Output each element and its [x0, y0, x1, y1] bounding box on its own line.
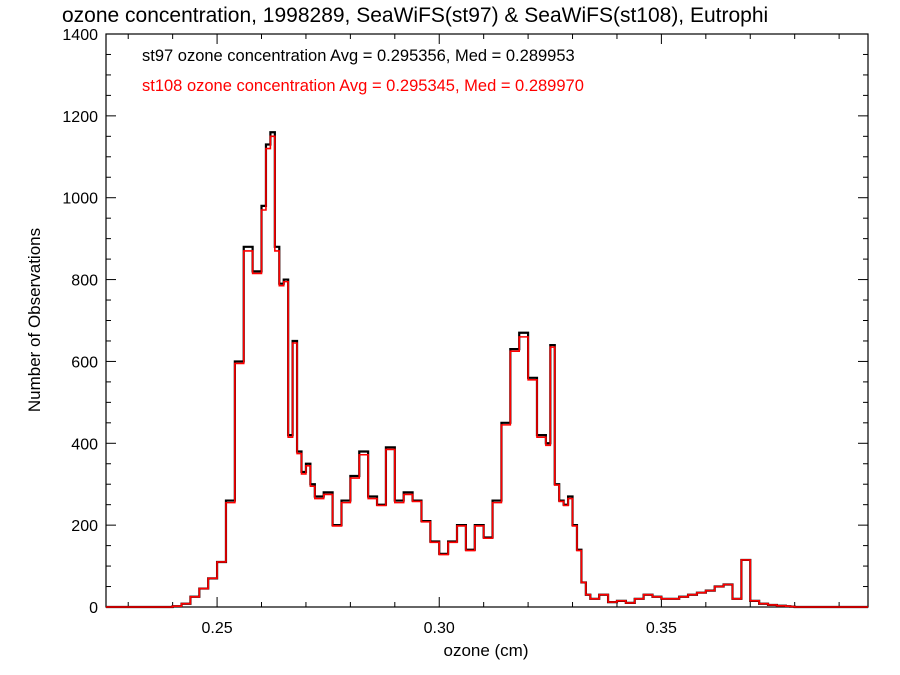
y-tick-label: 0 [89, 600, 98, 617]
plot-frame [105, 33, 869, 608]
y-tick-label: 1200 [62, 109, 98, 126]
series-0-line [106, 131, 868, 609]
x-tick-label: 0.25 [202, 620, 233, 637]
series-layer [106, 131, 868, 609]
x-tick-label: 0.35 [646, 620, 677, 637]
chart-title: ozone concentration, 1998289, SeaWiFS(st… [62, 4, 769, 27]
x-axis-label: ozone (cm) [443, 641, 528, 660]
tick-labels: 0.25 0.30 0.35 0 200 400 600 800 1000 1200 1400 [62, 27, 677, 637]
x-tick-label: 0.30 [424, 620, 455, 637]
annotation-st108: st108 ozone concentration Avg = 0.295345… [142, 77, 584, 95]
y-tick-label: 600 [71, 354, 98, 371]
y-tick-label: 200 [71, 518, 98, 535]
y-axis-label: Number of Observations [25, 228, 44, 412]
y-tick-label: 800 [71, 273, 98, 290]
y-tick-label: 1000 [62, 191, 98, 208]
y-tick-label: 400 [71, 436, 98, 453]
axis-ticks [106, 33, 868, 608]
y-tick-label: 1400 [62, 27, 98, 44]
annotation-st97: st97 ozone concentration Avg = 0.295356,… [142, 47, 575, 65]
series-1-line [106, 135, 868, 608]
